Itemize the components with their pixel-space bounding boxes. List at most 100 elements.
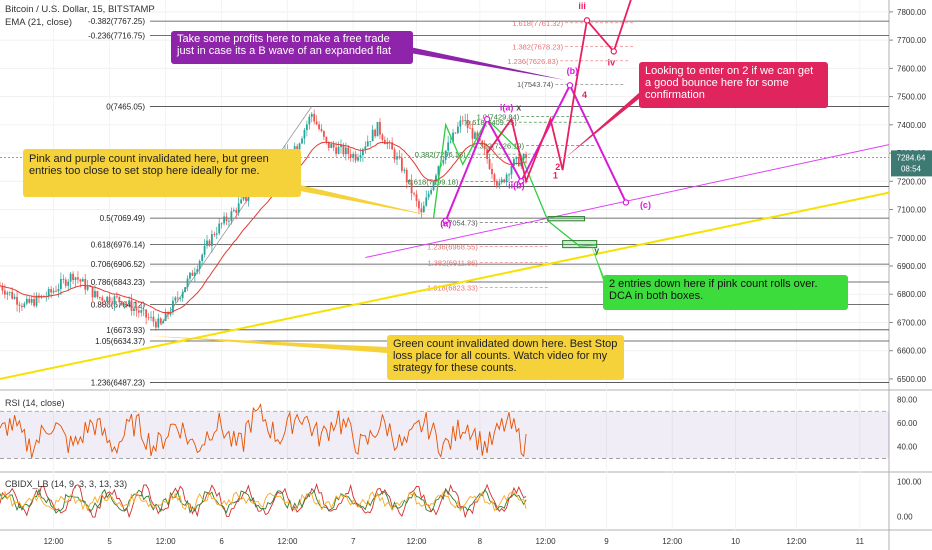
- candle-body: [140, 310, 143, 313]
- candle-body: [108, 296, 111, 303]
- candle-body: [493, 174, 496, 182]
- wave-label: (a): [440, 218, 451, 228]
- candle-body: [301, 138, 303, 144]
- candle-body: [11, 291, 14, 299]
- price-tick-label: 7100.00: [897, 206, 926, 215]
- candle-body: [308, 116, 311, 125]
- candle-body: [408, 180, 411, 183]
- time-tick-label: 12:00: [662, 537, 683, 546]
- candle-body: [28, 298, 31, 303]
- candle-body: [150, 316, 152, 318]
- fib-extension-label: 1.382(7678.23): [512, 42, 563, 51]
- candle-body: [198, 260, 201, 270]
- candle-body: [327, 141, 330, 148]
- candle-body: [133, 308, 135, 311]
- candle-body: [174, 297, 177, 301]
- price-tick-label: 6700.00: [897, 318, 926, 327]
- candle-body: [425, 197, 428, 206]
- candle-body: [91, 286, 94, 298]
- candle-body: [430, 190, 433, 194]
- candle-body: [86, 286, 89, 290]
- candle-body: [223, 216, 225, 224]
- candle-body: [517, 156, 520, 167]
- note-pointer: [590, 242, 604, 283]
- price-tick-label: 7800.00: [897, 8, 926, 17]
- candle-body: [74, 277, 77, 281]
- candle-body: [210, 234, 213, 246]
- candle-body: [101, 297, 104, 301]
- candle-body: [147, 317, 150, 319]
- note-two-entries: 2 entries down here if pink count rolls …: [603, 275, 848, 310]
- candle-body: [435, 175, 437, 182]
- candle-body: [469, 127, 471, 129]
- candle-body: [422, 205, 425, 213]
- candle-body: [305, 124, 308, 131]
- purple-wave-point: [566, 82, 574, 89]
- price-tick-label: 7500.00: [897, 93, 926, 102]
- time-tick-label: 12:00: [44, 537, 65, 546]
- candle-body: [454, 132, 457, 134]
- candle-body: [50, 289, 53, 293]
- candle-body: [213, 234, 216, 235]
- candle-body: [403, 169, 406, 171]
- candle-body: [349, 154, 352, 158]
- candle-body: [337, 147, 340, 154]
- wave-label: (b): [567, 66, 579, 76]
- time-tick-label: 11: [856, 537, 865, 546]
- candle-body: [159, 318, 162, 324]
- wave-label: x: [516, 103, 521, 113]
- candle-body: [325, 136, 328, 142]
- current-price-value: 7284.64: [897, 153, 926, 162]
- candle-body: [330, 143, 333, 148]
- price-tick-label: 7700.00: [897, 36, 926, 45]
- candle-body: [203, 245, 206, 255]
- candle-body: [157, 318, 160, 328]
- candle-body: [186, 278, 189, 288]
- candle-body: [459, 120, 462, 127]
- candle-body: [228, 220, 230, 222]
- candle-body: [172, 300, 174, 313]
- candle-body: [500, 179, 503, 183]
- candle-body: [410, 180, 413, 194]
- candle-body: [18, 304, 21, 306]
- candle-body: [164, 312, 167, 321]
- candle-body: [427, 193, 430, 198]
- purple-wave-point: [483, 115, 491, 123]
- wave-label: iii: [578, 1, 586, 11]
- candle-body: [452, 132, 454, 142]
- candle-body: [242, 196, 245, 200]
- candle-body: [340, 144, 342, 148]
- cbi-line-green: [0, 488, 527, 514]
- candle-body: [296, 146, 299, 150]
- candle-body: [359, 155, 362, 158]
- time-tick-label: 5: [107, 537, 112, 546]
- candle-body: [391, 142, 394, 150]
- wave-label: 2: [555, 162, 560, 172]
- cbi-tick-label: 0.00: [897, 513, 913, 522]
- candle-body: [62, 279, 65, 280]
- note-pointer: [565, 92, 640, 158]
- candle-body: [8, 291, 11, 293]
- rsi-tick-label: 40.00: [897, 443, 918, 452]
- candle-body: [320, 129, 323, 132]
- candle-body: [332, 143, 335, 148]
- candle-body: [393, 149, 396, 160]
- candle-body: [154, 321, 157, 328]
- fib-level-label: -0.382(7767.25): [88, 17, 145, 26]
- fib-level-label: 0(7465.05): [106, 102, 145, 111]
- candle-body: [128, 300, 130, 304]
- candle-body: [67, 281, 70, 286]
- candle-body: [418, 200, 420, 209]
- purple-wave-point: [442, 217, 449, 225]
- fib-extension-label: 1.382(6911.86): [427, 259, 478, 268]
- fib-extension-label: 1.236(6968.55): [427, 243, 478, 252]
- price-tick-label: 7600.00: [897, 64, 926, 73]
- candle-body: [315, 121, 318, 125]
- ema-legend: EMA (21, close): [5, 17, 73, 28]
- candle-body: [525, 154, 527, 159]
- candle-body: [25, 298, 28, 304]
- price-tick-label: 7200.00: [897, 177, 926, 186]
- candle-body: [313, 113, 316, 122]
